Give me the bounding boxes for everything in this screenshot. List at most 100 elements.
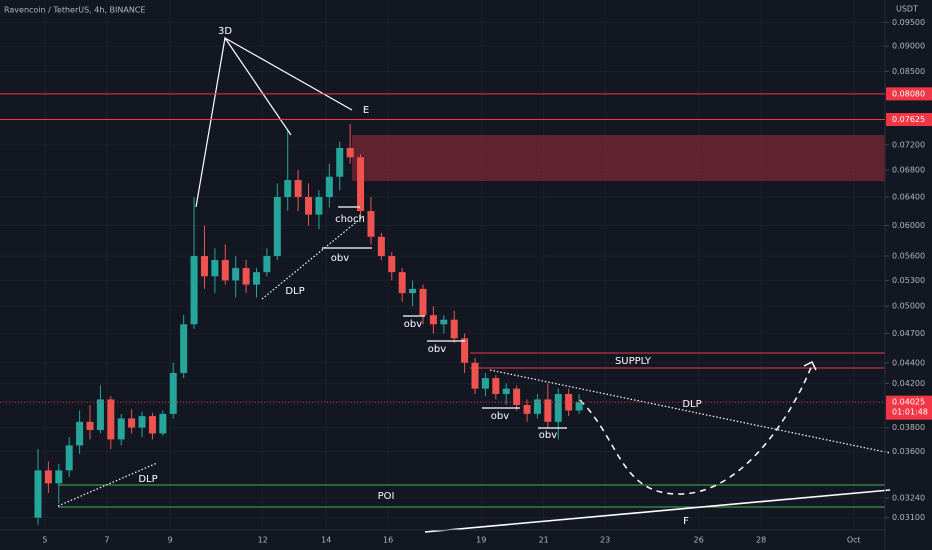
candle-body <box>367 211 375 237</box>
candle-body <box>575 402 583 411</box>
y-tick-label: 0.03100 <box>892 513 925 522</box>
candle <box>554 388 562 440</box>
candle <box>502 383 510 405</box>
price-label: 0.08080 <box>892 89 925 98</box>
x-tick-label: 16 <box>383 536 393 545</box>
candle <box>346 123 354 164</box>
candle <box>138 411 146 438</box>
y-tick-label: 0.04200 <box>892 379 925 388</box>
candle <box>523 399 531 422</box>
trend-line <box>261 214 366 300</box>
candle-body <box>242 268 250 285</box>
price-label: 0.07625 <box>892 115 925 124</box>
candle-body <box>107 399 115 440</box>
candle-body <box>169 372 177 414</box>
candle <box>336 141 344 191</box>
candle <box>450 310 458 344</box>
candle <box>513 385 521 411</box>
drawings <box>57 36 891 533</box>
candle-body <box>377 236 385 257</box>
candle-body <box>502 388 510 395</box>
candle <box>575 394 583 414</box>
countdown: 01:01:48 <box>892 408 928 417</box>
candle <box>565 388 573 417</box>
candle <box>34 449 42 525</box>
projection <box>579 364 813 495</box>
y-tick-label: 0.05600 <box>892 252 925 261</box>
x-tick-label: 14 <box>321 536 331 545</box>
annotation: DLP <box>285 286 304 297</box>
candle-body <box>96 399 104 430</box>
candle <box>388 252 396 281</box>
candle <box>180 315 188 379</box>
annotation: E <box>363 105 369 116</box>
annotation: obv <box>428 344 446 355</box>
candle-body <box>336 147 344 177</box>
candle <box>128 409 136 434</box>
price-label: 0.04025 <box>892 398 925 407</box>
candle-body <box>513 388 521 405</box>
candle-body <box>273 196 281 257</box>
candle <box>232 256 240 298</box>
candle-body <box>263 256 271 273</box>
candle-body <box>55 470 63 484</box>
candle <box>492 375 500 400</box>
candle <box>148 412 156 440</box>
candle-body <box>388 256 396 273</box>
y-tick-label: 0.09000 <box>892 42 925 51</box>
x-tick-label: 7 <box>104 536 109 545</box>
candle-body <box>429 315 437 325</box>
y-tick-label: 0.08500 <box>892 67 925 76</box>
annotation: POI <box>378 491 395 502</box>
candle <box>117 413 125 446</box>
candle <box>305 183 313 226</box>
candle-body <box>481 378 489 389</box>
y-tick-label: 0.06000 <box>892 221 925 230</box>
y-tick-label: 0.07200 <box>892 140 925 149</box>
candle-body <box>211 260 219 277</box>
x-tick-label: 26 <box>694 536 704 545</box>
price-label-box <box>886 395 932 420</box>
candle <box>440 315 448 334</box>
candle <box>461 333 469 373</box>
candle-body <box>419 288 427 316</box>
candle-body <box>471 362 479 389</box>
candle <box>96 385 104 434</box>
candle <box>533 394 541 419</box>
candle <box>76 410 84 455</box>
candle <box>409 280 417 307</box>
header-title: Ravencoin / TetherUS, 4h, BINANCE <box>4 6 145 15</box>
candle-body <box>492 378 500 395</box>
candle-body <box>305 196 313 215</box>
y-tick-label: 0.04400 <box>892 358 925 367</box>
candle <box>200 225 208 289</box>
candle-body <box>128 418 136 428</box>
candle <box>419 284 427 325</box>
annotation: 3D <box>218 26 232 37</box>
annotation: F <box>683 516 689 527</box>
candle-body <box>232 268 240 281</box>
trend-line <box>57 462 158 507</box>
candle <box>471 357 479 395</box>
candles <box>34 123 583 525</box>
candle <box>65 437 73 477</box>
candle-body <box>284 180 292 197</box>
candle <box>294 170 302 212</box>
candle <box>377 232 385 261</box>
x-tick-label: 9 <box>168 536 173 545</box>
candle-body <box>252 272 260 285</box>
candle-body <box>357 157 365 212</box>
candle <box>55 464 63 504</box>
candle-body <box>315 196 323 215</box>
candle <box>325 163 333 208</box>
price-label-box <box>886 87 932 101</box>
candle <box>481 372 489 397</box>
candle <box>107 396 115 450</box>
candle-body <box>346 147 354 158</box>
currency: USDT <box>896 5 918 14</box>
candle-body <box>294 180 302 197</box>
x-tick-label: 21 <box>539 536 549 545</box>
x-tick-label: Oct <box>847 536 861 545</box>
candle <box>284 129 292 212</box>
candle <box>190 196 198 329</box>
